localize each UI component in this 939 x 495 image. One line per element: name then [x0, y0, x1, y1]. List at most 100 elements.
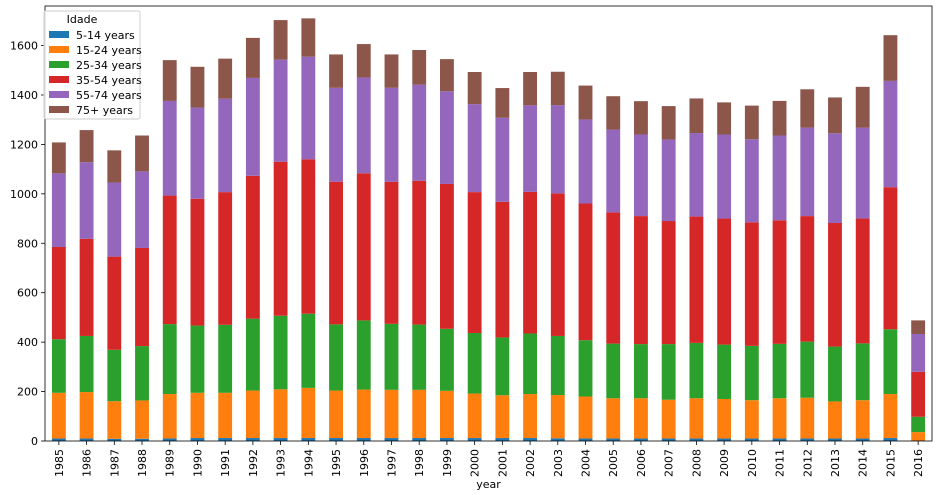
bar-2011-s4 [772, 135, 787, 221]
x-tick-label: 2007 [663, 449, 676, 477]
x-tick-label: 2008 [690, 449, 703, 477]
bar-2015-s4 [883, 80, 898, 188]
bar-2016-s2 [911, 416, 926, 433]
x-tick-label: 1988 [136, 449, 149, 477]
bar-1998-s1 [412, 389, 427, 439]
bar-2010-s1 [744, 400, 759, 439]
bar-2004-s3 [578, 203, 593, 341]
legend-swatch-s3 [49, 76, 69, 83]
bar-2003-s5 [550, 71, 565, 106]
bar-2006-s1 [634, 398, 648, 439]
x-tick-label: 1996 [358, 449, 371, 477]
bar-2013-s1 [828, 401, 842, 439]
x-tick-label: 2011 [774, 449, 787, 477]
y-tick-label: 600 [17, 287, 38, 300]
bar-1985-s0 [51, 438, 66, 441]
bar-1987-s3 [107, 256, 122, 350]
x-axis-label: year [476, 478, 501, 491]
bar-1988-s4 [135, 171, 149, 248]
legend: Idade 5-14 years 15-24 years 25-34 years 35… [43, 10, 142, 120]
bar-2001-s1 [495, 395, 510, 439]
bar-1985-s3 [51, 246, 66, 340]
bar-2008-s3 [689, 216, 704, 343]
bar-2000-s3 [467, 192, 482, 333]
bar-2002-s3 [523, 191, 538, 334]
x-axis: 1985 1986 1987 1988 1989 1990 1991 1992 1993 1994… [53, 441, 925, 477]
bar-2001-s2 [495, 337, 510, 396]
bar-2009-s3 [717, 218, 732, 345]
bar-1990-s3 [190, 198, 205, 326]
bar-1992-s0 [245, 438, 260, 441]
bar-1997-s0 [384, 438, 399, 441]
legend-swatch-s2 [49, 61, 69, 68]
bar-2014-s1 [855, 400, 870, 439]
bar-1996-s3 [356, 173, 371, 321]
bar-2007-s1 [661, 399, 676, 439]
bar-2011-s3 [772, 220, 787, 344]
bar-1992-s5 [245, 37, 260, 78]
legend-label-s3: 35-54 years [76, 74, 142, 87]
x-tick-label: 2015 [884, 449, 897, 477]
bar-1987-s5 [107, 150, 122, 183]
bar-2004-s2 [578, 340, 593, 397]
bar-1995-s5 [329, 54, 343, 88]
bar-2012-s3 [800, 216, 815, 342]
bar-2009-s5 [717, 102, 732, 135]
bar-1989-s3 [162, 195, 177, 325]
bar-2013-s3 [828, 223, 842, 347]
bar-1999-s1 [439, 390, 454, 439]
bar-1986-s3 [79, 238, 94, 336]
bar-1999-s2 [439, 328, 454, 391]
x-tick-label: 1985 [53, 449, 66, 477]
bar-2010-s5 [744, 105, 759, 140]
bar-2015-s3 [883, 187, 898, 330]
x-tick-label: 1999 [441, 449, 454, 477]
bar-2014-s5 [855, 86, 870, 128]
bar-2002-s0 [523, 438, 538, 441]
bar-2010-s3 [744, 222, 759, 346]
bar-1989-s4 [162, 100, 177, 196]
y-tick-label: 0 [31, 435, 38, 448]
bar-1996-s5 [356, 44, 371, 78]
bar-2007-s0 [661, 438, 676, 441]
bar-1985-s1 [51, 392, 66, 439]
plot-frame [44, 5, 933, 442]
bar-2000-s5 [467, 71, 482, 105]
bar-1986-s0 [79, 438, 94, 441]
bar-1999-s3 [439, 183, 454, 329]
bar-1987-s0 [107, 438, 122, 441]
bar-1993-s2 [273, 315, 288, 390]
bar-2002-s2 [523, 333, 538, 395]
x-tick-label: 2006 [635, 449, 648, 477]
y-tick-label: 1000 [10, 188, 38, 201]
bar-2006-s2 [634, 344, 648, 399]
bar-2001-s3 [495, 201, 510, 338]
bar-1994-s1 [301, 387, 316, 439]
bar-1998-s3 [412, 180, 427, 325]
bar-2014-s4 [855, 127, 870, 219]
bar-2014-s0 [855, 438, 870, 441]
bar-2006-s4 [634, 134, 648, 217]
legend-title: Idade [67, 13, 98, 26]
bar-1993-s0 [273, 438, 288, 441]
bar-1991-s1 [218, 392, 233, 439]
bar-2006-s0 [634, 438, 648, 441]
bar-2006-s5 [634, 101, 648, 135]
bar-1999-s0 [439, 438, 454, 441]
bar-2016-s4 [911, 333, 926, 372]
bar-1990-s4 [190, 107, 205, 199]
x-tick-label: 1991 [219, 449, 232, 477]
bar-1990-s2 [190, 325, 205, 393]
bar-2016-s1 [911, 432, 926, 441]
bar-1992-s4 [245, 77, 260, 176]
bar-1999-s4 [439, 91, 454, 184]
bar-1986-s5 [79, 130, 94, 163]
legend-swatch-s0 [49, 31, 69, 38]
bar-1991-s4 [218, 98, 233, 193]
x-tick-label: 2013 [829, 449, 842, 477]
x-tick-label: 1987 [108, 449, 121, 477]
bar-1994-s2 [301, 313, 316, 388]
bar-2005-s1 [606, 398, 621, 439]
legend-swatch-s5 [49, 106, 69, 113]
bar-2007-s5 [661, 106, 676, 140]
